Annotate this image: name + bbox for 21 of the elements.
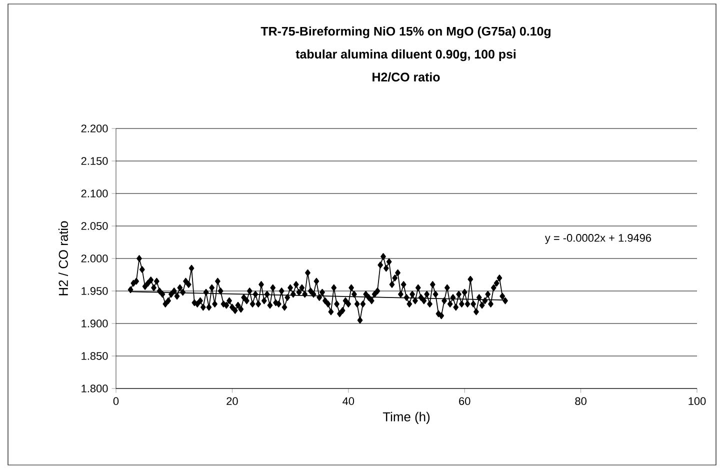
y-tick-label: 2.000 (81, 254, 108, 262)
x-tick-label: 100 (688, 397, 706, 406)
chart-title: TR-75-Bireforming NiO 15% on MgO (G75a) 0.10g (260, 26, 550, 38)
y-tick-label: 2.200 (81, 124, 108, 132)
x-tick-label: 40 (342, 397, 354, 406)
chart-subtitle: tabular alumina diluent 0.90g, 100 psi (296, 49, 516, 62)
y-tick-label: 1.850 (82, 352, 108, 360)
annotation: y = -0.0002x + 1.9496 (544, 234, 652, 244)
x-tick-label: 20 (226, 397, 238, 406)
y-tick-label: 2.100 (81, 190, 108, 198)
y-axis-title: H2 / CO ratio (58, 221, 68, 296)
x-tick-label: 80 (575, 397, 586, 406)
x-tick-label: 0 (113, 397, 119, 406)
y-tick-label: 2.150 (81, 157, 108, 165)
text: H2/CO ratio (372, 72, 440, 82)
y-tick-label: 1.800 (82, 384, 108, 392)
y-tick-label: 1.900 (82, 320, 108, 328)
x-tick-label: 60 (459, 397, 470, 406)
y-tick-label: 1.950 (82, 287, 108, 295)
x-axis-title: Time (h) (382, 412, 430, 424)
y-tick-label: 2.050 (81, 222, 108, 230)
